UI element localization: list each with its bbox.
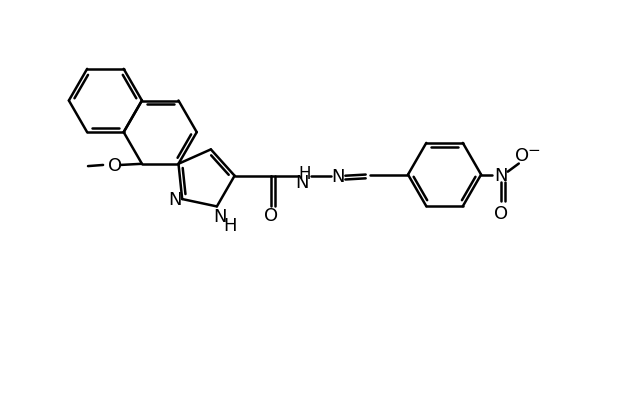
Text: O: O	[494, 205, 508, 223]
Text: N: N	[168, 191, 182, 209]
Text: O: O	[108, 157, 122, 175]
Text: H: H	[298, 164, 311, 182]
Text: N: N	[295, 173, 308, 191]
Text: N: N	[332, 167, 345, 185]
Text: O: O	[515, 147, 529, 165]
Text: N: N	[213, 208, 227, 226]
Text: N: N	[495, 166, 508, 184]
Text: O: O	[264, 206, 278, 224]
Text: −: −	[527, 143, 540, 158]
Text: H: H	[223, 216, 236, 234]
